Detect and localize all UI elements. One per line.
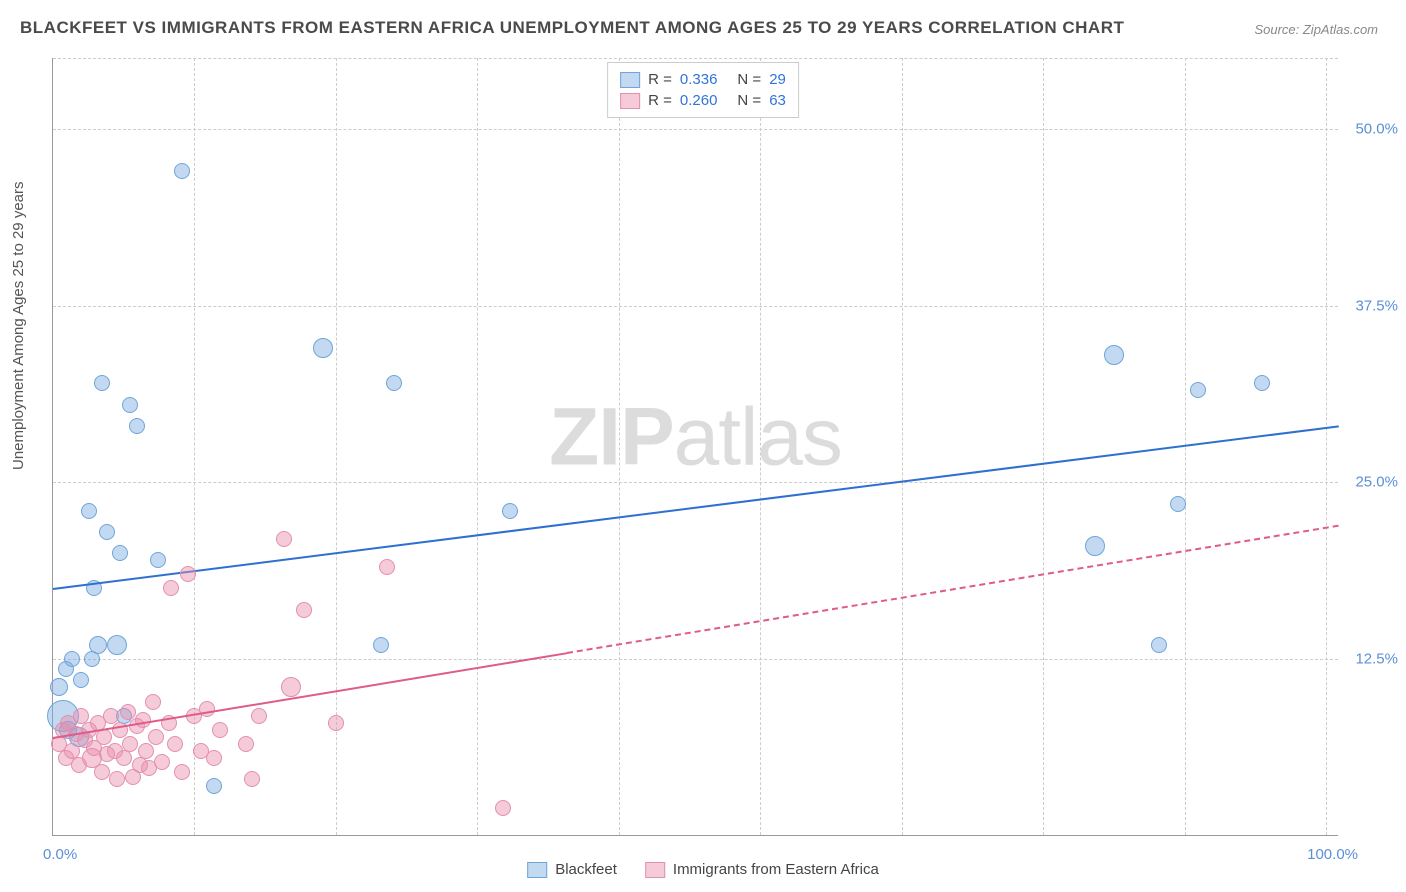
data-point: [1190, 382, 1206, 398]
legend-row: R = 0.260 N = 63: [620, 90, 786, 111]
gridline-horizontal: [53, 659, 1338, 660]
legend-r-value: 0.336: [680, 71, 718, 88]
legend-n-value: 29: [769, 71, 786, 88]
legend-series-label: Immigrants from Eastern Africa: [673, 861, 879, 878]
y-axis-label: Unemployment Among Ages 25 to 29 years: [10, 181, 27, 470]
data-point: [99, 524, 115, 540]
gridline-horizontal: [53, 482, 1338, 483]
data-point: [238, 736, 254, 752]
chart-source: Source: ZipAtlas.com: [1254, 22, 1378, 37]
legend-swatch: [527, 862, 547, 878]
gridline-vertical: [902, 58, 903, 835]
watermark-bold: ZIP: [549, 391, 674, 482]
data-point: [244, 771, 260, 787]
data-point: [163, 580, 179, 596]
data-point: [502, 503, 518, 519]
legend-series-label: Blackfeet: [555, 861, 617, 878]
gridline-vertical: [760, 58, 761, 835]
legend-n-label: N =: [737, 92, 761, 109]
data-point: [122, 736, 138, 752]
data-point: [495, 800, 511, 816]
legend-n-label: N =: [737, 71, 761, 88]
data-point: [81, 503, 97, 519]
data-point: [296, 602, 312, 618]
gridline-vertical: [1326, 58, 1327, 835]
legend-correlation: R = 0.336 N = 29 R = 0.260 N = 63: [607, 62, 799, 118]
data-point: [148, 729, 164, 745]
legend-r-value: 0.260: [680, 92, 718, 109]
data-point: [174, 764, 190, 780]
data-point: [386, 375, 402, 391]
data-point: [64, 651, 80, 667]
trend-line: [567, 525, 1339, 654]
legend-series: Blackfeet Immigrants from Eastern Africa: [527, 861, 879, 878]
data-point: [154, 754, 170, 770]
gridline-vertical: [619, 58, 620, 835]
y-tick-label: 37.5%: [1343, 297, 1398, 314]
data-point: [150, 552, 166, 568]
data-point: [73, 672, 89, 688]
data-point: [328, 715, 344, 731]
trend-line: [53, 426, 1339, 591]
data-point: [94, 764, 110, 780]
data-point: [50, 678, 68, 696]
data-point: [281, 677, 301, 697]
watermark-thin: atlas: [674, 391, 842, 482]
data-point: [206, 778, 222, 794]
y-tick-label: 12.5%: [1343, 651, 1398, 668]
data-point: [180, 566, 196, 582]
legend-row: R = 0.336 N = 29: [620, 69, 786, 90]
legend-n-value: 63: [769, 92, 786, 109]
legend-swatch: [645, 862, 665, 878]
data-point: [206, 750, 222, 766]
gridline-horizontal: [53, 306, 1338, 307]
data-point: [107, 635, 127, 655]
x-axis-min-label: 0.0%: [43, 846, 77, 863]
watermark: ZIPatlas: [549, 390, 842, 484]
data-point: [138, 743, 154, 759]
data-point: [1170, 496, 1186, 512]
legend-item: Blackfeet: [527, 861, 617, 878]
data-point: [373, 637, 389, 653]
data-point: [94, 375, 110, 391]
data-point: [167, 736, 183, 752]
gridline-horizontal: [53, 58, 1338, 59]
data-point: [379, 559, 395, 575]
gridline-vertical: [1043, 58, 1044, 835]
y-tick-label: 25.0%: [1343, 474, 1398, 491]
gridline-horizontal: [53, 129, 1338, 130]
data-point: [251, 708, 267, 724]
legend-swatch: [620, 93, 640, 109]
data-point: [116, 750, 132, 766]
data-point: [276, 531, 292, 547]
plot-area: ZIPatlas 0.0% 100.0% 12.5%25.0%37.5%50.0…: [52, 58, 1338, 836]
legend-r-label: R =: [648, 71, 672, 88]
data-point: [174, 163, 190, 179]
legend-r-label: R =: [648, 92, 672, 109]
data-point: [135, 712, 151, 728]
y-tick-label: 50.0%: [1343, 120, 1398, 137]
data-point: [89, 636, 107, 654]
data-point: [313, 338, 333, 358]
data-point: [1254, 375, 1270, 391]
trend-line: [53, 652, 568, 739]
data-point: [129, 418, 145, 434]
data-point: [1151, 637, 1167, 653]
legend-swatch: [620, 72, 640, 88]
data-point: [112, 545, 128, 561]
data-point: [212, 722, 228, 738]
data-point: [122, 397, 138, 413]
chart-title: BLACKFEET VS IMMIGRANTS FROM EASTERN AFR…: [20, 18, 1124, 38]
data-point: [109, 771, 125, 787]
legend-item: Immigrants from Eastern Africa: [645, 861, 879, 878]
data-point: [1104, 345, 1124, 365]
gridline-vertical: [477, 58, 478, 835]
data-point: [145, 694, 161, 710]
x-axis-max-label: 100.0%: [1307, 846, 1358, 863]
data-point: [1085, 536, 1105, 556]
